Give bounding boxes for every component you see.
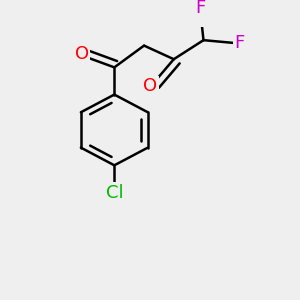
Text: O: O bbox=[143, 77, 157, 95]
Text: Cl: Cl bbox=[106, 184, 123, 202]
Text: F: F bbox=[234, 34, 244, 52]
Text: F: F bbox=[195, 0, 206, 16]
Text: O: O bbox=[75, 45, 89, 63]
